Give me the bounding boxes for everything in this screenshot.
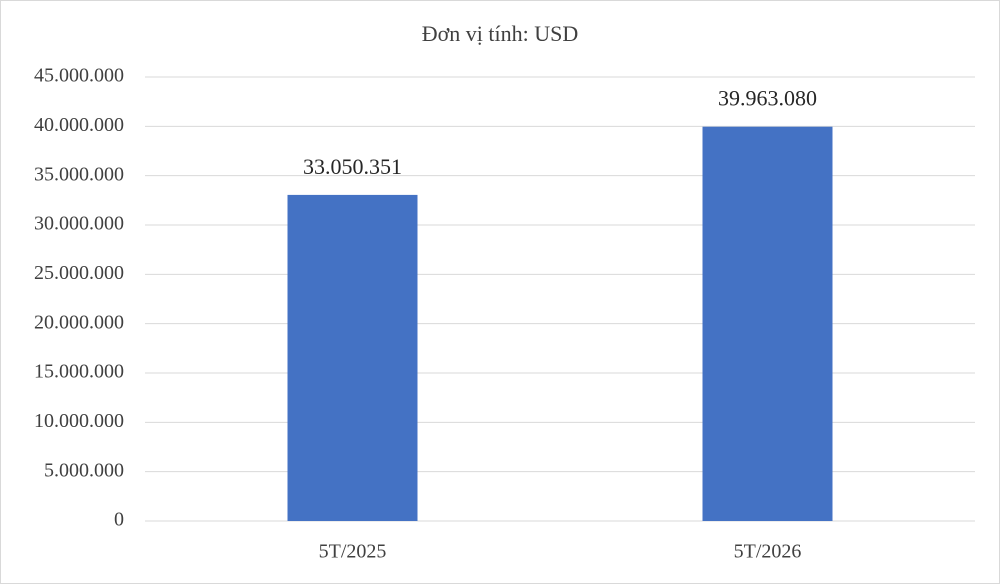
y-tick-label: 40.000.000 bbox=[34, 114, 124, 136]
chart-title: Đơn vị tính: USD bbox=[422, 21, 578, 46]
y-tick-label: 35.000.000 bbox=[34, 163, 124, 185]
y-tick-label: 5.000.000 bbox=[44, 459, 124, 481]
bar bbox=[702, 126, 833, 522]
y-tick-label: 10.000.000 bbox=[34, 410, 124, 432]
value-label: 39.963.080 bbox=[718, 86, 817, 111]
y-tick-label: 0 bbox=[114, 509, 124, 531]
y-tick-label: 30.000.000 bbox=[34, 213, 124, 235]
y-tick-label: 25.000.000 bbox=[34, 262, 124, 284]
x-tick-label: 5T/2026 bbox=[734, 541, 802, 563]
y-tick-label: 20.000.000 bbox=[34, 311, 124, 333]
bar bbox=[287, 194, 418, 521]
y-tick-label: 15.000.000 bbox=[34, 361, 124, 383]
x-tick-label: 5T/2025 bbox=[319, 541, 387, 563]
value-label: 33.050.351 bbox=[303, 154, 402, 179]
y-tick-label: 45.000.000 bbox=[34, 65, 124, 87]
